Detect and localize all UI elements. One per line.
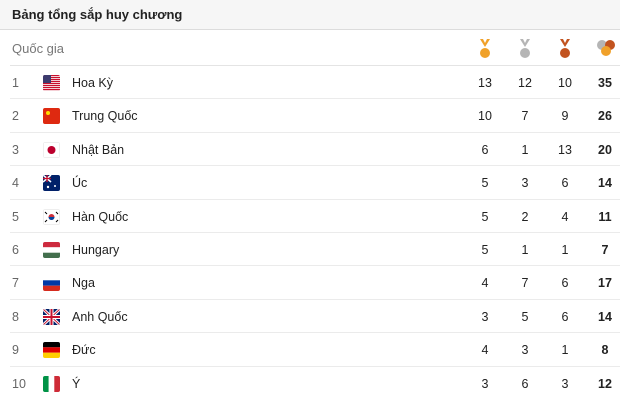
country-name: Úc — [72, 176, 88, 191]
gold-count: 13 — [478, 76, 492, 90]
gold-count: 4 — [481, 343, 489, 358]
gold-medal-icon — [480, 39, 490, 58]
silver-count: 3 — [521, 343, 529, 358]
table-row[interactable]: 9 Đức 4 3 1 8 — [10, 333, 620, 367]
rank: 7 — [12, 276, 19, 291]
flag-kr-icon — [43, 208, 60, 225]
silver-count: 1 — [521, 242, 529, 257]
table-row[interactable]: 8 Anh Quốc 3 5 6 14 — [10, 300, 620, 334]
bronze-count: 13 — [558, 142, 572, 157]
total-count: 12 — [598, 376, 612, 391]
gold-count: 5 — [481, 209, 489, 224]
flag-it-icon — [43, 375, 60, 392]
silver-count: 5 — [521, 309, 529, 324]
total-count: 14 — [598, 176, 612, 191]
rank: 6 — [12, 242, 19, 257]
bronze-count: 3 — [561, 376, 569, 391]
country-name: Nga — [72, 276, 95, 291]
flag-us-icon — [43, 75, 60, 91]
country-name: Ý — [72, 376, 81, 391]
table-row[interactable]: 1 Hoa Kỳ 13 12 10 35 — [10, 66, 620, 100]
total-count: 17 — [598, 276, 612, 291]
table-row[interactable]: 4 Úc 5 3 6 14 — [10, 166, 620, 200]
silver-medal-icon — [520, 39, 530, 58]
country-name: Hoa Kỳ — [72, 76, 113, 90]
silver-count: 6 — [521, 376, 529, 391]
total-medals-icon — [597, 40, 615, 56]
total-count: 14 — [598, 309, 612, 324]
silver-count: 2 — [521, 209, 529, 224]
table-row[interactable]: 10 Ý 3 6 3 12 — [10, 367, 620, 400]
silver-count: 7 — [521, 109, 529, 124]
bronze-count: 1 — [561, 242, 569, 257]
rank: 9 — [12, 343, 19, 358]
silver-count: 1 — [521, 142, 529, 157]
country-name: Trung Quốc — [72, 109, 138, 124]
total-count: 7 — [601, 242, 609, 257]
bronze-count: 6 — [561, 309, 569, 324]
table-row[interactable]: 7 Nga 4 7 6 17 — [10, 266, 620, 300]
rank: 3 — [12, 142, 19, 157]
bronze-count: 10 — [558, 76, 572, 90]
country-name: Nhật Bản — [72, 142, 125, 157]
bronze-count: 6 — [561, 176, 569, 191]
bronze-count: 1 — [561, 343, 569, 358]
gold-count: 5 — [481, 242, 489, 257]
country-column-header: Quốc gia — [12, 41, 65, 56]
flag-gb-icon — [43, 308, 60, 325]
table-row[interactable]: 3 Nhật Bản 6 1 13 20 — [10, 133, 620, 167]
total-count: 35 — [598, 76, 612, 90]
flag-hu-icon — [43, 241, 60, 258]
silver-count: 12 — [518, 76, 532, 90]
rank: 4 — [12, 176, 19, 191]
bronze-count: 9 — [561, 109, 569, 124]
bronze-medal-icon — [560, 39, 570, 58]
gold-count: 3 — [481, 309, 489, 324]
gold-count: 10 — [478, 109, 492, 124]
total-count: 20 — [598, 142, 612, 157]
table-header: Quốc gia — [10, 30, 620, 66]
gold-count: 4 — [481, 276, 489, 291]
flag-au-icon — [43, 175, 60, 192]
country-name: Đức — [72, 343, 96, 358]
table-row[interactable]: 6 Hungary 5 1 1 7 — [10, 233, 620, 267]
panel-title: Bảng tổng sắp huy chương — [0, 0, 620, 30]
country-name: Anh Quốc — [72, 309, 128, 324]
total-count: 11 — [598, 209, 612, 224]
rank: 2 — [12, 109, 19, 124]
flag-ru-icon — [43, 275, 60, 292]
flag-de-icon — [43, 342, 60, 359]
table-row[interactable]: 5 Hàn Quốc 5 2 4 11 — [10, 200, 620, 233]
country-name: Hungary — [72, 242, 120, 257]
silver-count: 7 — [521, 276, 529, 291]
flag-cn-icon — [43, 108, 60, 125]
total-count: 8 — [601, 343, 609, 358]
rank: 8 — [12, 309, 19, 324]
rank: 5 — [12, 209, 19, 224]
rank: 1 — [12, 76, 19, 90]
table-row[interactable]: 2 Trung Quốc 10 7 9 26 — [10, 99, 620, 133]
gold-count: 5 — [481, 176, 489, 191]
gold-count: 3 — [481, 376, 489, 391]
total-count: 26 — [598, 109, 612, 124]
gold-count: 6 — [481, 142, 489, 157]
country-name: Hàn Quốc — [72, 209, 129, 224]
bronze-count: 6 — [561, 276, 569, 291]
silver-count: 3 — [521, 176, 529, 191]
flag-jp-icon — [43, 141, 60, 158]
rank: 10 — [12, 376, 26, 391]
bronze-count: 4 — [561, 209, 569, 224]
